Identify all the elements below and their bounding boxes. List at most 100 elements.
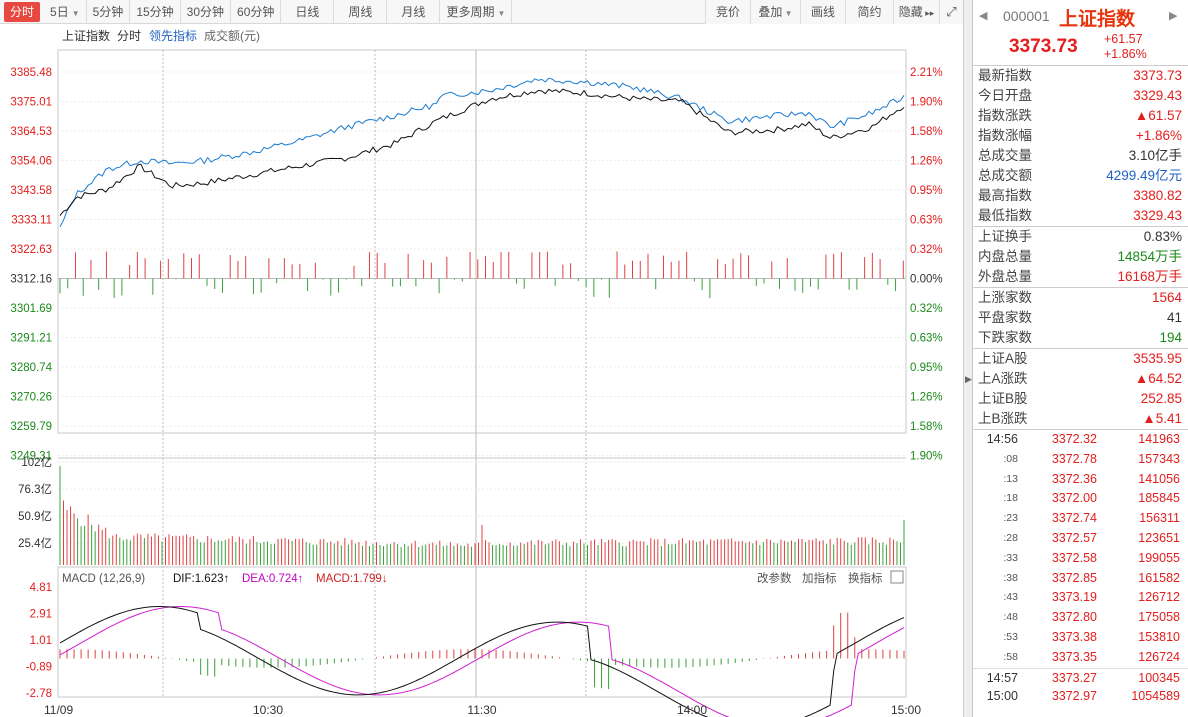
quote-value: 3329.43 xyxy=(1133,208,1182,223)
quote-label: 最新指数 xyxy=(978,68,1032,83)
quote-row: 总成交量 3.10亿手 xyxy=(973,146,1188,166)
tab-15min[interactable]: 15分钟 xyxy=(130,0,181,24)
change-params-button: 改参数 xyxy=(757,571,792,585)
volume-tick-label: 50.9亿 xyxy=(18,510,52,523)
tick-price: 3373.19 xyxy=(1051,590,1097,605)
macd-tick-label: 1.01 xyxy=(30,635,52,647)
prev-stock-icon[interactable]: ◀ xyxy=(979,10,988,22)
add-indicator-button: 加指标 xyxy=(802,571,837,585)
tab-daily[interactable]: 日线 xyxy=(281,0,335,24)
tick-price: 3372.32 xyxy=(1051,432,1097,446)
hide-button[interactable]: 隐藏 ▸▸ xyxy=(893,0,939,24)
quote-group-ab: 上证A股 3535.95 上A涨跌 ▲64.52 上证B股 252.85 上B涨跌 ▲5.41 xyxy=(973,349,1188,430)
pct-tick-label: 1.90% xyxy=(910,451,943,463)
pct-tick-label: 1.26% xyxy=(910,392,943,404)
current-price: 3373.73 xyxy=(1009,36,1078,57)
price-tick-label: 3343.58 xyxy=(10,185,52,197)
price-change-pct: +1.86% xyxy=(1104,47,1147,61)
quote-value: 14854万手 xyxy=(1117,249,1182,264)
tick-time: :43 xyxy=(1003,591,1018,604)
tab-30min[interactable]: 30分钟 xyxy=(181,0,232,24)
tick-time: :18 xyxy=(1003,492,1018,505)
quote-value: ▲61.57 xyxy=(1134,108,1182,123)
tick-volume: 141963 xyxy=(1138,432,1180,446)
quote-value: 16168万手 xyxy=(1117,269,1182,284)
tab-more-periods[interactable]: 更多周期 ▼ xyxy=(440,0,513,24)
tab-60min[interactable]: 60分钟 xyxy=(231,0,282,24)
dif-line xyxy=(59,606,905,717)
quote-row: 下跌家数 194 xyxy=(973,328,1188,348)
quote-value: 194 xyxy=(1159,330,1182,345)
quote-label: 上证换手 xyxy=(978,229,1032,244)
tab-weekly[interactable]: 周线 xyxy=(334,0,388,24)
tab-monthly[interactable]: 月线 xyxy=(387,0,441,24)
tick-row: :28 3372.57 123651 xyxy=(973,529,1188,549)
macd-tick-label: 4.81 xyxy=(30,582,52,594)
tick-volume: 100345 xyxy=(1138,670,1180,685)
tick-price: 3372.58 xyxy=(1051,550,1097,565)
auction-button[interactable]: 竞价 xyxy=(705,0,750,24)
overlay-button[interactable]: 叠加 ▼ xyxy=(750,0,800,24)
macd-tick-label: -0.89 xyxy=(26,662,52,674)
tick-row: :13 3372.36 141056 xyxy=(973,470,1188,490)
quote-group-turnover: 上证换手 0.83% 内盘总量 14854万手 外盘总量 16168万手 xyxy=(973,227,1188,288)
quote-group-breadth: 上涨家数 1564 平盘家数 41 下跌家数 194 xyxy=(973,288,1188,349)
tab-5min[interactable]: 5分钟 xyxy=(87,0,131,24)
tick-time: :28 xyxy=(1003,531,1018,544)
tab-fenshi[interactable]: 分时 xyxy=(4,2,41,22)
quote-group-main: 最新指数 3373.73 今日开盘 3329.43 指数涨跌 ▲61.57 指数涨幅 +1.8… xyxy=(973,66,1188,227)
next-stock-icon[interactable]: ▶ xyxy=(1169,10,1178,22)
tick-volume: 153810 xyxy=(1138,629,1180,644)
tick-row: :38 3372.85 161582 xyxy=(973,569,1188,589)
price-tick-label: 3312.16 xyxy=(10,274,52,286)
price-tick-label: 3291.21 xyxy=(10,333,52,345)
dea-line xyxy=(59,606,905,717)
chart-mode-label: 分时 xyxy=(117,29,141,43)
simple-button[interactable]: 简约 xyxy=(845,0,893,24)
time-tick-label: 11:30 xyxy=(467,703,496,717)
macd-dea: DEA:0.724↑ xyxy=(242,573,303,585)
tick-price: 3372.97 xyxy=(1051,689,1097,704)
quote-label: 上A涨跌 xyxy=(978,371,1028,386)
price-change: +61.57 xyxy=(1104,32,1143,46)
quote-label: 指数涨跌 xyxy=(978,108,1032,123)
tick-time: 15:00 xyxy=(986,689,1018,704)
time-tick-label: 14:00 xyxy=(677,703,707,717)
chart-name-label: 上证指数 xyxy=(62,28,110,43)
quote-row: 最高指数 3380.82 xyxy=(973,186,1188,206)
pct-tick-label: 0.63% xyxy=(910,215,943,227)
tick-row: :18 3372.00 185845 xyxy=(973,489,1188,509)
collapse-arrow-icon[interactable]: ▶ xyxy=(965,374,972,384)
tick-time: :13 xyxy=(1003,472,1018,485)
tick-row: :23 3372.74 156311 xyxy=(973,509,1188,529)
quote-label: 最低指数 xyxy=(978,208,1032,223)
tick-time: 14:56 xyxy=(986,432,1018,446)
tick-row: :53 3373.38 153810 xyxy=(973,628,1188,648)
intraday-chart[interactable]: 3385.48 2.21% 3375.01 1.90% 3364.53 1.58% 3354… xyxy=(0,25,963,717)
price-tick-label: 3333.11 xyxy=(11,215,52,227)
tick-price: 3373.27 xyxy=(1051,670,1097,685)
quote-value: 3.10亿手 xyxy=(1128,148,1182,163)
tick-price: 3372.36 xyxy=(1051,471,1097,486)
macd-tick-label: -2.78 xyxy=(26,688,52,700)
quote-row: 上B涨跌 ▲5.41 xyxy=(973,409,1188,429)
quote-row: 外盘总量 16168万手 xyxy=(973,267,1188,287)
amount-label: 成交额(元) xyxy=(204,28,260,43)
tick-list: 14:56 3372.32 141963 :08 3372.78 157343 :13 337… xyxy=(973,430,1188,707)
close-macd-icon xyxy=(890,570,904,584)
tick-time: :08 xyxy=(1003,452,1018,465)
panel-splitter[interactable]: ▶ xyxy=(963,0,972,717)
tab-5day[interactable]: 5日 ▼ xyxy=(44,0,87,24)
tick-row: :08 3372.78 157343 xyxy=(973,450,1188,470)
fullscreen-icon[interactable]: ⤢ xyxy=(939,0,963,24)
macd-panel-frame xyxy=(57,566,907,698)
draw-line-button[interactable]: 画线 xyxy=(800,0,845,24)
quote-label: 外盘总量 xyxy=(978,269,1032,284)
dropdown-arrow-icon: ▼ xyxy=(71,9,80,18)
volume-tick-label: 25.4亿 xyxy=(18,537,52,550)
tick-price: 3373.35 xyxy=(1051,649,1097,664)
quote-value: 252.85 xyxy=(1140,391,1182,406)
tick-volume: 126724 xyxy=(1138,649,1180,664)
pct-tick-label: 1.26% xyxy=(910,156,943,168)
tick-time: :33 xyxy=(1003,551,1018,564)
